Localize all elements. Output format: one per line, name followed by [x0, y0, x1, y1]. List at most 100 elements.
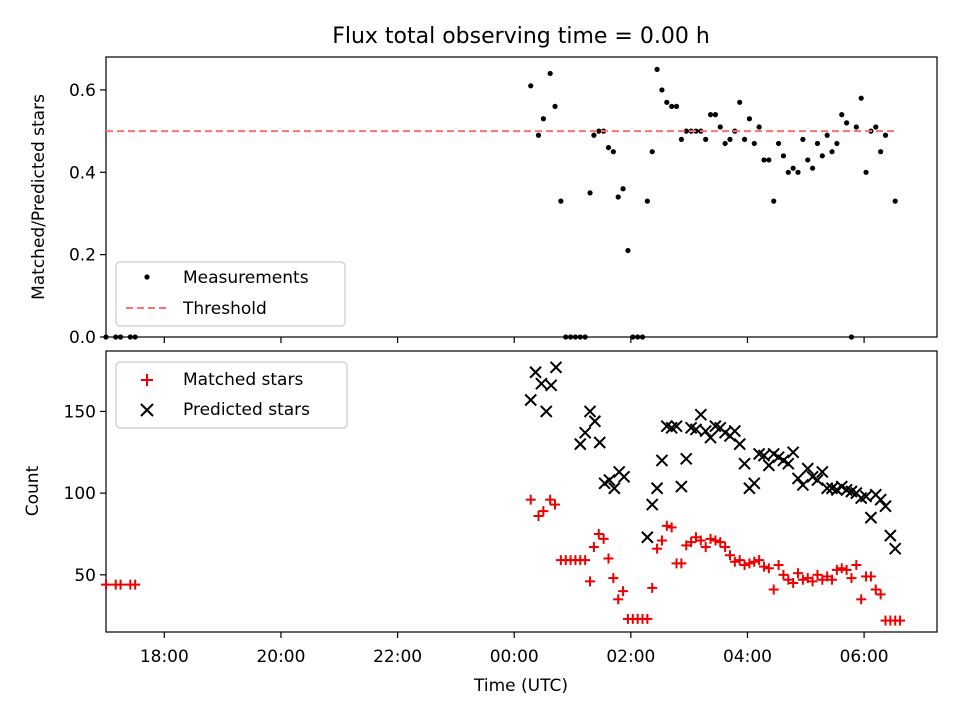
measurement-point [563, 334, 569, 340]
measurement-point [127, 334, 133, 340]
predicted-star-point [762, 459, 776, 472]
measurement-point [644, 198, 650, 204]
predicted-star-point [549, 361, 563, 374]
predicted-star-point [733, 437, 746, 451]
measurement-point [834, 140, 840, 147]
matched-star-point [580, 555, 591, 566]
x-tick-label: 04:00 [723, 647, 772, 667]
matched-star-point [525, 494, 536, 505]
predicted-star-point [888, 542, 902, 555]
measurement-point [771, 198, 777, 204]
measurement-point [547, 70, 553, 77]
predicted-star-point [704, 431, 717, 444]
predicted-star-point [603, 473, 616, 487]
predicted-star-point [524, 393, 537, 407]
measurement-point [673, 103, 680, 110]
predicted-star-point [874, 493, 887, 506]
measurement-point [863, 169, 869, 175]
matched-star-point [661, 520, 672, 531]
legend-measurements-label: Measurements [183, 268, 309, 288]
panel-counts-ticks: 50 100 150 [64, 402, 865, 638]
measurement-point [805, 157, 811, 163]
matched-star-point [593, 528, 604, 539]
matched-star-point [700, 542, 711, 553]
x-tick-labels: 18:00 20:00 22:00 00:00 02:00 04:00 06:00 [140, 647, 889, 667]
measurement-point [528, 83, 534, 89]
measurement-point [780, 153, 787, 159]
measurement-point [620, 186, 626, 192]
measurement-point [132, 334, 138, 340]
measurement-point [113, 334, 119, 340]
measurement-point [615, 194, 621, 200]
matched-star-point [768, 584, 779, 595]
matched-star-point [613, 594, 624, 605]
y-tick-label: 0.6 [69, 81, 96, 101]
panel-counts: 50 100 150 Count Matched stars Predicted s… [23, 350, 938, 638]
predicted-star-point [796, 478, 810, 492]
measurement-point [625, 247, 631, 254]
measurement-point [756, 124, 762, 130]
predicted-star-point [588, 415, 602, 428]
measurement-point [635, 334, 641, 340]
matched-star-point [744, 558, 755, 569]
matched-star-point [788, 577, 799, 588]
matched-star-point [749, 556, 760, 567]
measurement-point [577, 334, 583, 340]
matched-star-point [666, 522, 677, 533]
predicted-star-point [535, 377, 548, 390]
measurement-point [722, 140, 728, 147]
predicted-star-point [694, 408, 708, 421]
measurement-point [558, 198, 564, 204]
panel-ratio-marks [103, 66, 899, 340]
predicted-star-point [608, 482, 621, 495]
matched-star-point [652, 543, 663, 554]
measurement-point [540, 116, 546, 122]
measurement-point [639, 334, 646, 340]
measurement-point [654, 66, 660, 72]
panel-ratio-ticks: 0.0 0.2 0.4 0.6 [69, 81, 865, 348]
matched-star-point [676, 558, 687, 569]
predicted-star-point [617, 470, 631, 484]
measurement-point [766, 157, 772, 163]
matched-star-point [130, 579, 141, 590]
matched-star-point [686, 537, 697, 548]
measurement-point [572, 334, 579, 340]
measurement-point [775, 140, 782, 147]
predicted-star-point [699, 424, 712, 438]
measurement-point [839, 112, 845, 118]
measurement-point [103, 334, 109, 340]
panel-counts-frame [105, 350, 938, 633]
predicted-star-point [820, 482, 834, 495]
x-tick-label: 06:00 [840, 647, 889, 667]
matched-star-point [545, 494, 556, 505]
predicted-star-point [728, 424, 742, 438]
matched-star-point [538, 506, 549, 517]
matched-star-point [812, 569, 823, 580]
predicted-star-point [544, 379, 558, 392]
predicted-star-point [583, 405, 597, 418]
predicted-star-point [748, 477, 761, 490]
matched-star-point [656, 535, 667, 546]
matched-star-point [598, 533, 609, 544]
matched-star-point [831, 564, 842, 575]
panel-counts-ylabel: Count [23, 465, 43, 516]
matched-star-point [533, 511, 544, 522]
measurement-point [567, 334, 574, 340]
matched-star-point [642, 613, 653, 624]
measurement-point [535, 132, 542, 138]
measurement-point [659, 87, 665, 93]
matched-star-point [875, 589, 886, 600]
predicted-star-point [680, 452, 693, 466]
panel-ratio: 0.0 0.2 0.4 0.6 Matched/Predicted stars Mea… [29, 56, 938, 348]
measurement-point [582, 334, 588, 340]
matched-star-point [793, 568, 804, 579]
measurement-point [707, 112, 714, 118]
measurement-point [829, 149, 835, 155]
chart-title: Flux total observing time = 0.00 h [332, 24, 710, 49]
predicted-star-point [811, 473, 824, 487]
measurement-point [605, 144, 612, 151]
x-tick-label: 18:00 [140, 647, 189, 667]
measurement-point [678, 136, 684, 142]
matched-star-point [758, 561, 769, 572]
matched-star-point [797, 574, 808, 585]
